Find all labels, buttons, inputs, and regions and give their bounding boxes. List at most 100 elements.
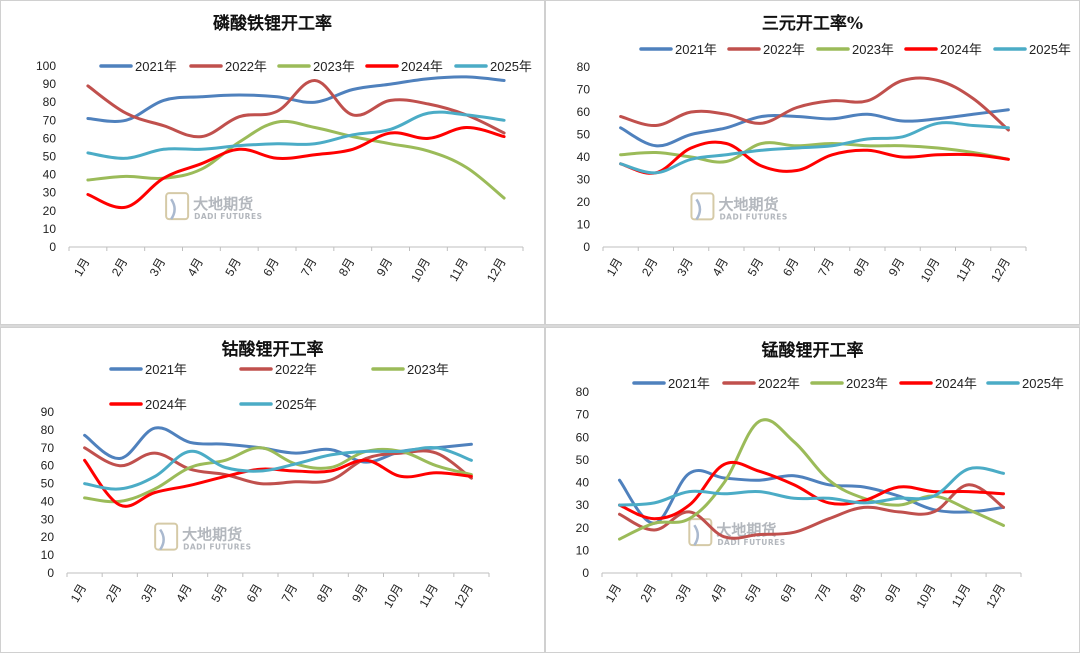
y-tick-label: 20 <box>43 204 57 218</box>
y-tick-label: 20 <box>577 195 591 209</box>
legend-label: 2024年 <box>935 376 977 391</box>
legend-item-2022年: 2022年 <box>189 59 267 74</box>
y-tick-label: 60 <box>577 105 591 119</box>
x-tick-label: 3月 <box>138 582 159 605</box>
x-tick-label: 1月 <box>603 582 624 605</box>
chart-title: 磷酸铁锂开工率 <box>213 13 332 34</box>
legend-item-2021年: 2021年 <box>109 362 187 377</box>
watermark-text-en: DADI FUTURES <box>194 212 262 221</box>
series-line-2024年 <box>619 140 1010 175</box>
x-tick-label: 2月 <box>109 256 130 279</box>
legend-item-2024年: 2024年 <box>365 59 443 74</box>
legend-item-2023年: 2023年 <box>371 362 449 377</box>
y-tick-label: 30 <box>43 186 57 200</box>
series-line-2025年 <box>618 466 1005 507</box>
legend-item-2024年: 2024年 <box>904 42 982 57</box>
chart-panel-lco: 钴酸锂开工率 大地期货 DADI FUTURES 0 10 20 30 40 50 60 70 80 9… <box>0 327 545 653</box>
y-tick-label: 70 <box>576 408 590 422</box>
legend-label: 2021年 <box>668 376 710 391</box>
x-tick-label: 6月 <box>260 256 281 279</box>
x-tick-label: 3月 <box>672 582 693 605</box>
legend-item-2025年: 2025年 <box>993 42 1071 57</box>
y-tick-label: 70 <box>577 83 591 97</box>
series-line-2021年 <box>86 75 506 123</box>
legend-label: 2021年 <box>145 362 187 377</box>
series-line-2024年 <box>618 460 1005 521</box>
y-tick-label: 10 <box>576 543 590 557</box>
x-tick-label: 9月 <box>886 256 907 279</box>
y-tick-label: 40 <box>576 476 590 490</box>
x-tick-label: 11月 <box>953 256 977 284</box>
watermark-text-en: DADI FUTURES <box>719 212 787 221</box>
x-tick-label: 4月 <box>710 256 731 279</box>
series-line-2025年 <box>86 110 506 160</box>
x-tick-label: 4月 <box>173 582 194 605</box>
x-tick-label: 8月 <box>314 582 335 605</box>
legend-label: 2025年 <box>275 397 317 412</box>
series-line-2021年 <box>619 108 1010 148</box>
y-tick-label: 60 <box>41 459 55 473</box>
y-tick-label: 70 <box>43 113 57 127</box>
x-tick-label: 5月 <box>742 582 763 605</box>
legend-item-2024年: 2024年 <box>899 376 977 391</box>
legend-label: 2022年 <box>758 376 800 391</box>
y-tick-label: 80 <box>576 385 590 399</box>
x-tick-label: 5月 <box>222 256 243 279</box>
x-tick-label: 7月 <box>298 256 319 279</box>
y-tick-label: 40 <box>43 168 57 182</box>
y-tick-label: 30 <box>41 512 55 526</box>
series-line-2023年 <box>86 119 506 200</box>
y-tick-label: 70 <box>41 441 55 455</box>
x-tick-label: 7月 <box>279 582 300 605</box>
x-tick-label: 4月 <box>707 582 728 605</box>
legend-label: 2023年 <box>846 376 888 391</box>
legend-label: 2024年 <box>401 59 443 74</box>
x-tick-label: 12月 <box>983 582 1008 611</box>
y-tick-label: 80 <box>43 95 57 109</box>
legend-item-2021年: 2021年 <box>639 42 717 57</box>
x-tick-label: 7月 <box>815 256 836 279</box>
x-tick-label: 11月 <box>416 582 440 610</box>
y-tick-label: 60 <box>576 430 590 444</box>
legend-label: 2025年 <box>1029 42 1071 57</box>
legend-label: 2023年 <box>313 59 355 74</box>
series-line-2022年 <box>619 76 1010 132</box>
legend-item-2021年: 2021年 <box>632 376 710 391</box>
x-tick-label: 10月 <box>408 256 433 285</box>
x-tick-label: 6月 <box>777 582 798 605</box>
y-tick-label: 10 <box>43 222 57 236</box>
y-tick-label: 10 <box>577 218 591 232</box>
x-tick-label: 10月 <box>914 582 939 611</box>
legend-item-2023年: 2023年 <box>277 59 355 74</box>
series-line-2025年 <box>83 445 473 491</box>
legend-label: 2021年 <box>135 59 177 74</box>
y-tick-label: 100 <box>36 59 56 73</box>
legend-label: 2025年 <box>1022 376 1064 391</box>
legend-item-2022年: 2022年 <box>722 376 800 391</box>
x-tick-label: 7月 <box>812 582 833 605</box>
x-tick-label: 2月 <box>103 582 124 605</box>
x-tick-label: 9月 <box>882 582 903 605</box>
watermark-text-cn: 大地期货 <box>182 526 242 544</box>
x-tick-label: 11月 <box>446 256 470 284</box>
x-tick-label: 3月 <box>674 256 695 279</box>
x-tick-label: 9月 <box>349 582 370 605</box>
legend-label: 2021年 <box>675 42 717 57</box>
series-line-2022年 <box>618 483 1005 540</box>
x-tick-label: 8月 <box>336 256 357 279</box>
x-tick-label: 2月 <box>638 582 659 605</box>
legend-label: 2022年 <box>763 42 805 57</box>
y-tick-label: 40 <box>41 494 55 508</box>
legend-item-2023年: 2023年 <box>816 42 894 57</box>
y-tick-label: 20 <box>576 521 590 535</box>
chart-panel-ternary: 三元开工率% 大地期货 DADI FUTURES 0 10 20 30 40 50 60 70 80 1… <box>545 0 1080 325</box>
y-tick-label: 80 <box>577 60 591 74</box>
chart-panel-lmo: 锰酸锂开工率 大地期货 DADI FUTURES 0 10 20 30 40 50 60 70 80 1… <box>545 327 1080 653</box>
y-tick-label: 10 <box>41 548 55 562</box>
legend-item-2022年: 2022年 <box>727 42 805 57</box>
y-tick-label: 90 <box>41 405 55 419</box>
legend-label: 2022年 <box>225 59 267 74</box>
